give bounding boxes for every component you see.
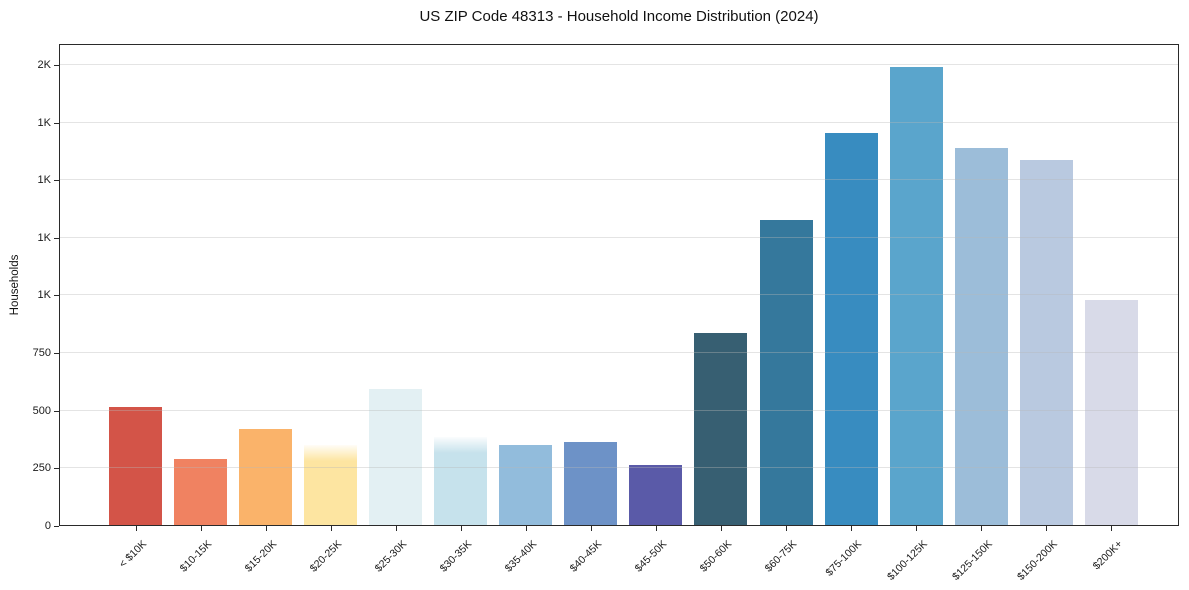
y-tick-mark (54, 237, 59, 239)
bar (759, 219, 813, 525)
y-tick-label: 1K (37, 231, 51, 244)
y-axis-label: Households (9, 254, 21, 316)
x-tick-label: $200K+ (1090, 538, 1125, 573)
y-tick-label: 1K (37, 289, 51, 302)
bar (239, 429, 293, 525)
y-tick-mark (54, 468, 59, 469)
bar (434, 436, 488, 525)
x-tick-label: $100-125K (884, 538, 930, 583)
x-tick-label: $50-60K (697, 538, 735, 575)
x-tick-mark (265, 526, 267, 531)
bar (1084, 300, 1138, 525)
y-tick-mark (54, 525, 59, 527)
x-tick-label: $75-100K (823, 538, 865, 579)
bar (629, 464, 683, 525)
gridline (60, 409, 1178, 411)
chart-title: US ZIP Code 48313 - Household Income Dis… (419, 8, 819, 25)
bar (824, 133, 878, 525)
bar (889, 67, 943, 525)
x-tick-mark (720, 526, 722, 531)
bar (109, 407, 162, 525)
bar (564, 441, 618, 525)
gridline (60, 467, 1178, 468)
x-tick-mark (330, 526, 332, 531)
y-tick-mark (54, 352, 59, 354)
x-tick-mark (916, 526, 918, 531)
y-tick-mark (54, 410, 59, 412)
y-tick-label: 1K (37, 116, 51, 129)
x-tick-label: < $10K (116, 538, 149, 571)
x-tick-mark (200, 526, 202, 531)
bar (1019, 160, 1073, 525)
bar (694, 332, 748, 525)
y-tick-label: 250 (32, 462, 51, 474)
x-tick-mark (395, 526, 397, 531)
y-tick-label: 2K (37, 59, 51, 72)
x-tick-label: $45-50K (632, 538, 670, 575)
gridline (60, 64, 1178, 66)
y-tick-mark (54, 122, 59, 124)
x-tick-mark (1111, 526, 1113, 531)
x-tick-mark (525, 526, 527, 531)
x-tick-label: $10-15K (177, 538, 214, 575)
x-tick-label: $125-150K (949, 538, 995, 583)
x-tick-label: $40-45K (567, 538, 605, 575)
x-tick-mark (1046, 526, 1048, 531)
y-tick-mark (54, 180, 59, 182)
y-tick-label: 1K (37, 174, 51, 187)
y-tick-label: 500 (32, 404, 51, 417)
x-tick-mark (590, 526, 592, 531)
gridline (60, 294, 1178, 296)
gridline (60, 351, 1178, 353)
x-tick-label: $60-75K (762, 538, 800, 575)
gridline (60, 236, 1178, 238)
gridline (60, 179, 1178, 181)
x-tick-mark (981, 526, 983, 531)
x-tick-label: $25-30K (372, 538, 410, 575)
plot-area (59, 44, 1179, 526)
y-tick-label: 750 (32, 346, 51, 359)
x-tick-label: $15-20K (242, 538, 280, 575)
bar (954, 147, 1008, 525)
x-tick-mark (655, 526, 657, 531)
y-tick-mark (54, 65, 59, 67)
bar (304, 445, 358, 525)
x-tick-mark (460, 526, 462, 531)
bar (369, 388, 423, 525)
y-tick-mark (54, 295, 59, 297)
bar (499, 444, 553, 525)
y-tick-label: 0 (44, 519, 51, 532)
x-tick-mark (786, 526, 787, 531)
x-tick-label: $20-25K (307, 538, 345, 575)
x-tick-mark (135, 526, 137, 531)
x-tick-mark (851, 526, 852, 531)
bar (174, 459, 228, 525)
x-tick-label: $30-35K (437, 538, 475, 575)
x-tick-label: $35-40K (502, 538, 540, 575)
gridline (60, 121, 1178, 123)
x-tick-label: $150-200K (1014, 538, 1060, 583)
